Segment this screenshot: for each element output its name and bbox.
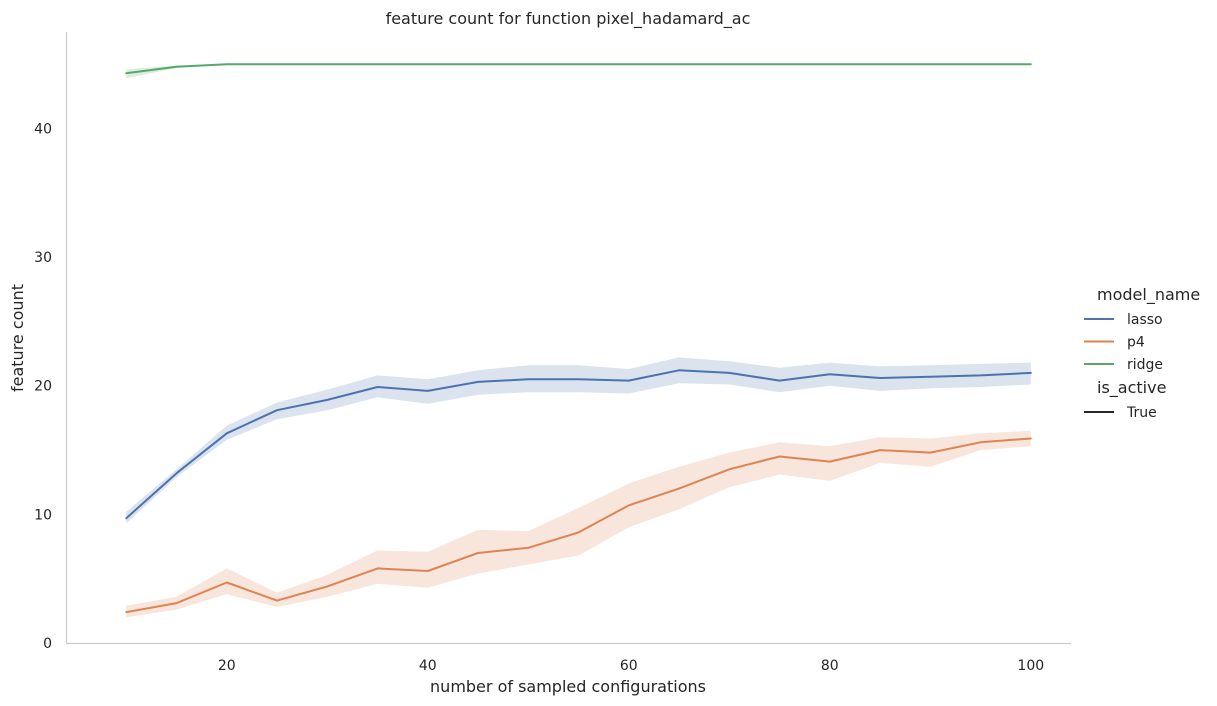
y-tick-label: 20 [34, 379, 52, 395]
ci-band-lasso [126, 357, 1031, 524]
ci-bands [126, 64, 1031, 618]
legend-label-p4: p4 [1127, 335, 1145, 351]
ci-band-ridge [126, 64, 1031, 79]
x-axis-label: number of sampled configurations [430, 677, 706, 696]
y-axis-label: feature count [8, 284, 27, 392]
series-line-ridge [125, 63, 1032, 75]
legend-label-ridge: ridge [1127, 357, 1163, 373]
series-line-p4 [125, 437, 1032, 614]
x-tick-label: 100 [1017, 658, 1044, 674]
chart-title: feature count for function pixel_hadamar… [386, 9, 751, 29]
legend: model_name lasso p4 ridge is_active True [1084, 285, 1200, 421]
series-lines [125, 63, 1032, 614]
x-tick-label: 60 [620, 658, 638, 674]
y-tick-label: 0 [43, 636, 52, 652]
legend-hue-title: model_name [1097, 285, 1200, 305]
series-line-lasso [125, 369, 1032, 520]
x-tick-label: 80 [821, 658, 839, 674]
x-tick-label: 40 [419, 658, 437, 674]
x-tick-label: 20 [218, 658, 236, 674]
legend-style-entries: True [1084, 405, 1157, 421]
x-tick-labels: 20 40 60 80 100 [218, 658, 1044, 674]
y-tick-label: 40 [34, 122, 52, 138]
y-tick-label: 10 [34, 507, 52, 523]
ci-band-p4 [126, 430, 1031, 618]
legend-hue-entries: lasso p4 ridge [1084, 312, 1163, 373]
legend-style-title: is_active [1097, 378, 1166, 398]
y-tick-labels: 0 10 20 30 40 [34, 122, 52, 653]
legend-label-lasso: lasso [1127, 312, 1163, 328]
y-tick-label: 30 [34, 250, 52, 266]
legend-style-label: True [1126, 405, 1157, 421]
